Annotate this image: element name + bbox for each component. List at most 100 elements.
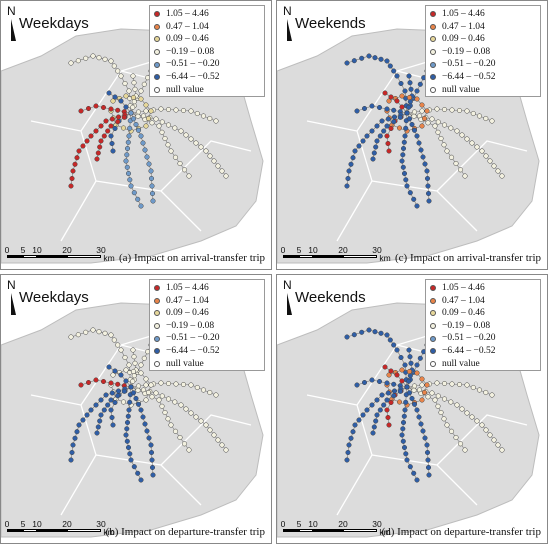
panel-caption: (d) Impact on departure-transfer trip [381, 526, 541, 538]
metro-station [194, 110, 200, 117]
metro-station [448, 154, 455, 160]
district-boundary [436, 140, 528, 192]
metro-station [93, 103, 99, 109]
metro-station [130, 378, 136, 384]
scale-tick-label: 20 [62, 519, 72, 529]
metro-station [183, 132, 189, 138]
metro-station [399, 378, 405, 384]
district-boundary [160, 414, 252, 466]
metro-station [215, 437, 221, 443]
metro-station [178, 402, 184, 408]
scale-tick-label: 5 [296, 519, 302, 529]
metro-station [181, 441, 188, 447]
panel-title: Weekdays [19, 15, 89, 32]
metro-station [131, 99, 137, 105]
map-panel-a: N Weekdays 1.05 – 4.46 0.47 – 1.04 0.09 – 0.… [0, 0, 272, 270]
metro-station [414, 96, 420, 102]
metro-station [88, 133, 94, 139]
legend-swatch [430, 11, 436, 18]
metro-station [406, 390, 413, 396]
metro-line [96, 112, 132, 160]
metro-station [402, 88, 408, 94]
metro-station [441, 142, 447, 148]
legend-item: 0.47 – 1.04 [154, 295, 260, 308]
metro-station [177, 160, 183, 167]
metro-station [441, 396, 448, 402]
metro-station [479, 148, 485, 154]
metro-station [101, 407, 107, 413]
metro-station [402, 133, 408, 139]
metro-station [369, 128, 375, 134]
metro-station [168, 148, 174, 154]
metro-station [419, 102, 425, 108]
metro-station [476, 113, 483, 119]
metro-station [153, 116, 159, 122]
legend-swatch [430, 310, 436, 317]
metro-station [384, 133, 390, 139]
metro-station [130, 104, 136, 110]
legend-label: 1.05 – 4.46 [442, 9, 485, 19]
metro-station [414, 133, 420, 139]
metro-station [454, 128, 460, 134]
north-arrow-icon [11, 293, 16, 315]
metro-station [131, 373, 137, 379]
metro-station [111, 337, 117, 343]
metro-station [102, 56, 108, 62]
legend-swatch [154, 348, 160, 355]
metro-station [100, 378, 107, 385]
legend: 1.05 – 4.46 0.47 – 1.04 0.09 – 0.46 −0.19 –… [425, 5, 541, 97]
metro-station [391, 68, 397, 74]
scale-tick-label: 30 [96, 519, 106, 529]
legend-swatch [154, 86, 160, 93]
legend-swatch [430, 285, 436, 292]
metro-line [70, 329, 132, 388]
metro-station [215, 163, 221, 169]
metro-station [165, 396, 172, 402]
metro-station [108, 123, 114, 129]
metro-station [118, 347, 124, 353]
legend-label: −6.44 – −0.52 [442, 345, 496, 356]
metro-line [346, 329, 408, 388]
metro-station [149, 464, 156, 471]
metro-station [376, 378, 383, 385]
metro-station [207, 389, 213, 396]
metro-station [80, 417, 86, 423]
metro-station [346, 442, 352, 448]
district-boundary [30, 394, 97, 516]
metro-station [83, 55, 89, 61]
legend: 1.05 – 4.46 0.47 – 1.04 0.09 – 0.46 −0.19 –… [149, 5, 265, 97]
metro-station [70, 168, 76, 174]
metro-station [402, 362, 408, 368]
metro-station [172, 154, 179, 160]
metro-station [352, 148, 358, 154]
metro-station [411, 387, 417, 393]
north-label: N [283, 278, 292, 292]
metro-station [180, 381, 187, 388]
metro-station [394, 73, 400, 79]
metro-station [112, 399, 118, 406]
legend-label: −6.44 – −0.52 [166, 345, 220, 356]
legend-item: −0.19 – 0.08 [154, 46, 260, 59]
metro-station [350, 155, 356, 161]
metro-station [399, 93, 405, 99]
metro-station [464, 382, 470, 388]
metro-station [123, 158, 129, 164]
legend-swatch [154, 310, 160, 317]
legend-item: 1.05 – 4.46 [154, 282, 260, 295]
metro-station [378, 330, 384, 336]
metro-station [142, 421, 148, 427]
metro-station [449, 381, 455, 387]
north-arrow-icon [287, 19, 292, 41]
metro-station [346, 168, 352, 174]
legend-label: −6.44 – −0.52 [442, 71, 496, 82]
metro-station [432, 397, 438, 403]
metro-line [70, 55, 132, 114]
legend-swatch [154, 74, 160, 81]
metro-station [438, 135, 444, 142]
metro-station [419, 382, 425, 388]
metro-line [96, 386, 132, 434]
metro-station [354, 108, 360, 114]
metro-station [378, 56, 384, 62]
metro-station [385, 140, 391, 147]
metro-station [344, 60, 350, 66]
